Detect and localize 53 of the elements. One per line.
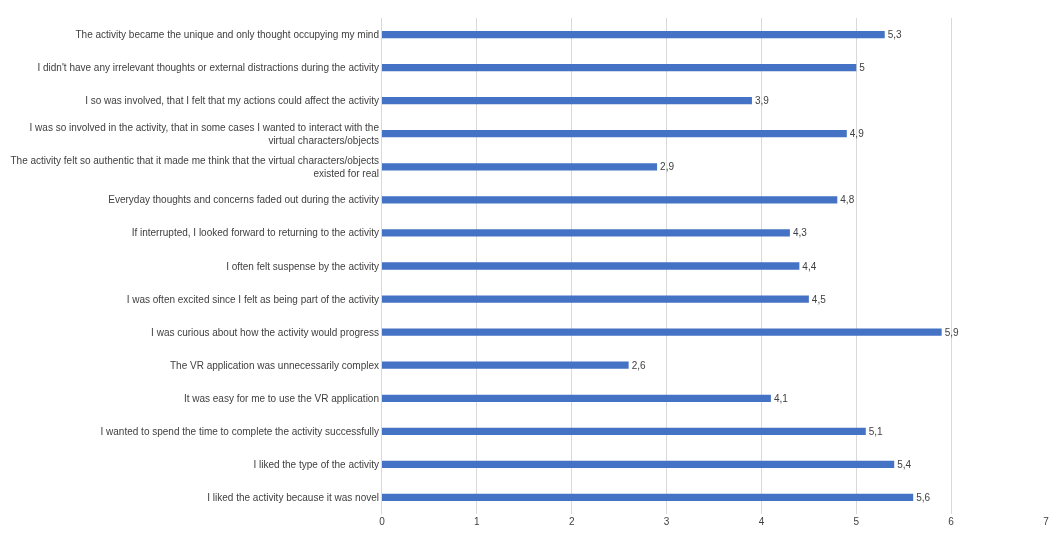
bar bbox=[382, 63, 857, 72]
y-tick-label: I liked the activity because it was novel bbox=[207, 491, 379, 503]
bar bbox=[382, 130, 847, 138]
data-label: 3,9 bbox=[754, 95, 770, 107]
bar bbox=[382, 328, 942, 336]
data-label: 2,9 bbox=[660, 161, 675, 173]
bar bbox=[382, 163, 658, 171]
y-tick-label: It was easy for me to use the VR application bbox=[183, 392, 379, 404]
data-label: 4,5 bbox=[811, 293, 827, 305]
y-tick-label: The VR application was unnecessarily complex bbox=[170, 359, 379, 371]
data-label: 5 bbox=[859, 62, 866, 74]
data-label: 5,6 bbox=[916, 491, 931, 503]
bar bbox=[382, 394, 771, 402]
y-tick-label: I often felt suspense by the activity bbox=[226, 260, 379, 272]
x-tick-label: 3 bbox=[663, 516, 670, 527]
data-label: 5,9 bbox=[944, 326, 959, 338]
data-label: 5,4 bbox=[897, 458, 912, 470]
bar bbox=[382, 229, 790, 237]
y-tick-label: I was often excited since I felt as being part of the activity bbox=[126, 293, 379, 305]
bar bbox=[382, 262, 800, 270]
data-label: 4,3 bbox=[792, 227, 808, 239]
bar bbox=[382, 361, 629, 369]
bar bbox=[382, 30, 885, 39]
x-tick-label: 1 bbox=[474, 516, 481, 527]
bar bbox=[382, 295, 809, 303]
y-tick-label: I liked the type of the activity bbox=[253, 458, 379, 470]
y-tick-label: I was curious about how the activity would progress bbox=[151, 326, 379, 338]
x-tick-label: 0 bbox=[379, 516, 386, 527]
y-tick-label: I so was involved, that I felt that my actions could affect the activity bbox=[85, 95, 379, 107]
bar bbox=[382, 460, 895, 469]
y-tick-label: The activity became the unique and only thought occupying my mind bbox=[75, 29, 379, 41]
y-tick-label: I didn't have any irrelevant thoughts or external distractions during the activity bbox=[37, 62, 379, 74]
x-tick-label: 5 bbox=[853, 516, 860, 527]
data-label: 4,8 bbox=[840, 194, 855, 206]
data-label: 4,1 bbox=[773, 392, 789, 404]
y-tick-label: I was so involved in the activity, that in some cases I wanted to interact with the virtual characters/objects bbox=[29, 121, 380, 146]
data-label: 5,1 bbox=[868, 425, 884, 437]
data-label: 2,6 bbox=[631, 359, 646, 371]
y-tick-label: If interrupted, I looked forward to returning to the activity bbox=[131, 227, 379, 239]
y-tick-label: The activity felt so authentic that it made me think that the virtual characters/objects existed for real bbox=[10, 154, 379, 179]
data-label: 4,4 bbox=[802, 260, 817, 272]
bar bbox=[382, 493, 914, 502]
bar bbox=[382, 427, 866, 435]
y-tick-label: I wanted to spend the time to complete the activity successfully bbox=[100, 425, 379, 437]
data-label: 4,9 bbox=[849, 128, 865, 140]
x-tick-label: 6 bbox=[948, 516, 955, 527]
bar bbox=[382, 97, 752, 105]
x-tick-label: 2 bbox=[568, 516, 575, 527]
x-tick-label: 7 bbox=[1043, 516, 1050, 527]
y-tick-label: Everyday thoughts and concerns faded out during the activity bbox=[108, 194, 379, 206]
bar bbox=[382, 196, 838, 204]
x-tick-label: 4 bbox=[758, 516, 765, 527]
data-label: 5,3 bbox=[887, 29, 903, 41]
